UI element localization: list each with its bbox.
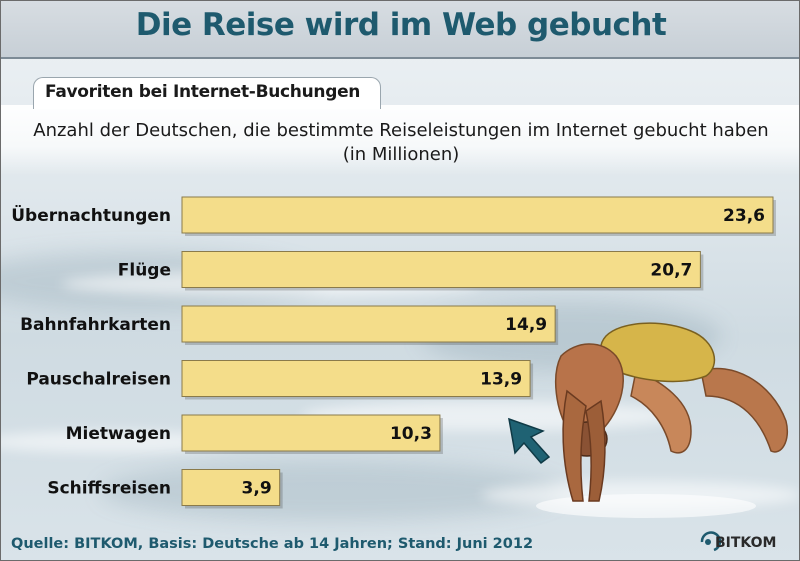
diver-arm-left — [562, 389, 587, 502]
bar — [181, 414, 441, 452]
header-band — [1, 1, 799, 59]
value-label: 13,9 — [480, 370, 522, 390]
pointer-cursor-icon — [508, 417, 551, 465]
description-line-1: Anzahl der Deutschen, die bestimmte Reis… — [33, 120, 769, 141]
chart-title: Die Reise wird im Web gebucht — [135, 7, 667, 43]
bar — [181, 469, 281, 506]
category-label: Bahnfahrkarten — [20, 315, 171, 335]
chart-description: Anzahl der Deutschen, die bestimmte Reis… — [1, 119, 799, 167]
diver-arm-right — [585, 399, 606, 502]
diver-leg-right — [700, 367, 788, 453]
value-label: 3,9 — [242, 479, 272, 499]
chart-subtitle: Favoriten bei Internet-Buchungen — [45, 82, 361, 102]
bar — [181, 305, 556, 343]
category-label: Mietwagen — [66, 424, 171, 444]
logo-swirl-icon — [700, 531, 722, 552]
category-label: Flüge — [118, 261, 171, 281]
description-line-2: (in Millionen) — [342, 144, 460, 165]
value-label: 23,6 — [723, 206, 765, 226]
value-label: 14,9 — [505, 315, 547, 335]
water-texture — [1, 431, 241, 453]
panel-background — [1, 105, 799, 175]
bitkom-logo — [700, 531, 722, 552]
subtitle-tab — [33, 77, 381, 109]
diver-leg-left — [630, 369, 692, 454]
category-label: Pauschalreisen — [26, 370, 171, 390]
source-note: Quelle: BITKOM, Basis: Deutsche ab 14 Ja… — [11, 536, 534, 552]
logo-text: BITKOM — [715, 535, 777, 551]
bar — [181, 196, 774, 234]
value-label: 10,3 — [390, 424, 432, 444]
category-label: Übernachtungen — [11, 204, 171, 226]
value-label: 20,7 — [650, 261, 692, 281]
bar — [181, 251, 701, 288]
logo-dot-icon — [705, 539, 711, 545]
bar — [181, 360, 531, 397]
category-label: Schiffsreisen — [47, 479, 171, 499]
